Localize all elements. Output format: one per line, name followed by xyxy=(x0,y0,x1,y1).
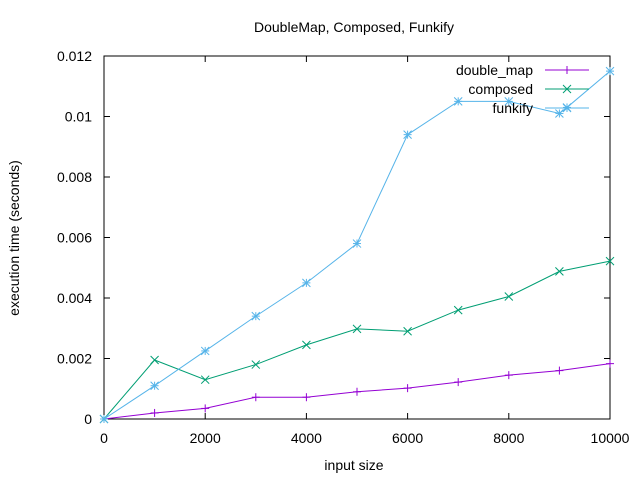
x-axis-label: input size xyxy=(324,457,383,473)
data-point-double-map xyxy=(251,393,260,402)
x-tick-label: 10000 xyxy=(591,430,630,446)
data-point-double-map xyxy=(403,384,412,393)
marker-stroke xyxy=(302,340,311,350)
marker-stroke xyxy=(251,360,261,369)
marker-stroke xyxy=(352,239,362,248)
plot-frame xyxy=(103,55,611,420)
marker-stroke xyxy=(453,305,463,315)
marker-stroke xyxy=(453,97,463,106)
data-point-composed xyxy=(352,324,362,334)
legend-label: composed xyxy=(468,81,533,97)
data-point-funkify xyxy=(200,346,210,356)
legend-label: funkify xyxy=(493,100,533,116)
data-point-composed xyxy=(150,355,159,365)
data-point-double-map xyxy=(201,404,210,413)
data-point-composed xyxy=(504,292,514,301)
marker-stroke xyxy=(605,256,615,266)
legend-sample-marker xyxy=(562,103,572,113)
data-point-double-map xyxy=(353,387,361,396)
data-point-funkify xyxy=(453,97,463,106)
data-point-funkify xyxy=(150,381,159,391)
legend-sample-marker xyxy=(563,66,571,74)
data-point-funkify xyxy=(251,311,261,321)
data-point-double-map xyxy=(555,366,564,375)
marker-stroke xyxy=(562,103,572,113)
marker-stroke xyxy=(504,292,514,301)
data-point-double-map xyxy=(454,378,463,387)
legend: double_map composed funkify xyxy=(456,62,589,116)
series-composed xyxy=(99,256,615,424)
marker-stroke xyxy=(200,346,210,356)
chart-title: DoubleMap, Composed, Funkify xyxy=(254,19,454,35)
y-tick-label: 0.004 xyxy=(57,290,92,306)
data-point-funkify xyxy=(555,109,564,118)
x-tick-label: 6000 xyxy=(392,430,423,446)
legend-item-funkify: funkify xyxy=(493,100,589,116)
data-point-composed xyxy=(251,360,261,369)
x-tick-label: 0 xyxy=(100,430,108,446)
data-point-composed xyxy=(200,375,210,385)
legend-item-double-map: double_map xyxy=(456,62,589,78)
marker-stroke xyxy=(352,324,362,334)
x-tick-label: 2000 xyxy=(190,430,221,446)
y-tick-label: 0 xyxy=(84,411,92,427)
marker-stroke xyxy=(555,267,564,276)
y-tick-label: 0.012 xyxy=(57,48,92,64)
marker-stroke xyxy=(150,355,159,365)
x-tick-label: 8000 xyxy=(493,430,524,446)
data-point-funkify xyxy=(403,130,412,140)
data-point-funkify xyxy=(302,278,311,288)
data-point-double-map xyxy=(150,408,159,417)
data-point-funkify xyxy=(605,66,615,76)
marker-stroke xyxy=(99,414,109,424)
marker-stroke xyxy=(403,130,412,140)
marker-stroke xyxy=(251,311,261,321)
data-point-composed xyxy=(403,326,412,336)
marker-stroke xyxy=(605,66,615,76)
y-tick-label: 0.006 xyxy=(57,230,92,246)
marker-stroke xyxy=(403,326,412,336)
data-point-funkify xyxy=(352,239,362,248)
legend-item-composed: composed xyxy=(468,81,589,97)
data-point-funkify xyxy=(504,97,514,106)
y-axis-label: execution time (seconds) xyxy=(6,160,22,316)
y-tick-label: 0.01 xyxy=(65,109,92,125)
y-tick-label: 0.008 xyxy=(57,169,92,185)
data-point-composed xyxy=(302,340,311,350)
legend-label: double_map xyxy=(456,62,533,78)
data-point-double-map xyxy=(606,359,614,368)
marker-stroke xyxy=(504,97,514,106)
axes: 0 2000 4000 6000 8000 10000 0 0.002 0.004 0.006 0.… xyxy=(57,48,630,446)
x-tick-label: 4000 xyxy=(291,430,322,446)
data-point-composed xyxy=(453,305,463,315)
data-point-composed xyxy=(605,256,615,266)
marker-stroke xyxy=(200,375,210,385)
data-point-funkify xyxy=(99,414,109,424)
series-funkify xyxy=(99,66,615,424)
marker-stroke xyxy=(302,278,311,288)
y-tick-label: 0.002 xyxy=(57,351,92,367)
legend-sample-marker xyxy=(562,84,572,94)
series-group xyxy=(99,66,615,424)
marker-stroke xyxy=(562,84,572,94)
data-point-double-map xyxy=(302,393,311,402)
marker-stroke xyxy=(150,381,159,391)
data-point-double-map xyxy=(504,371,513,380)
marker-stroke xyxy=(555,109,564,118)
data-point-composed xyxy=(555,267,564,276)
